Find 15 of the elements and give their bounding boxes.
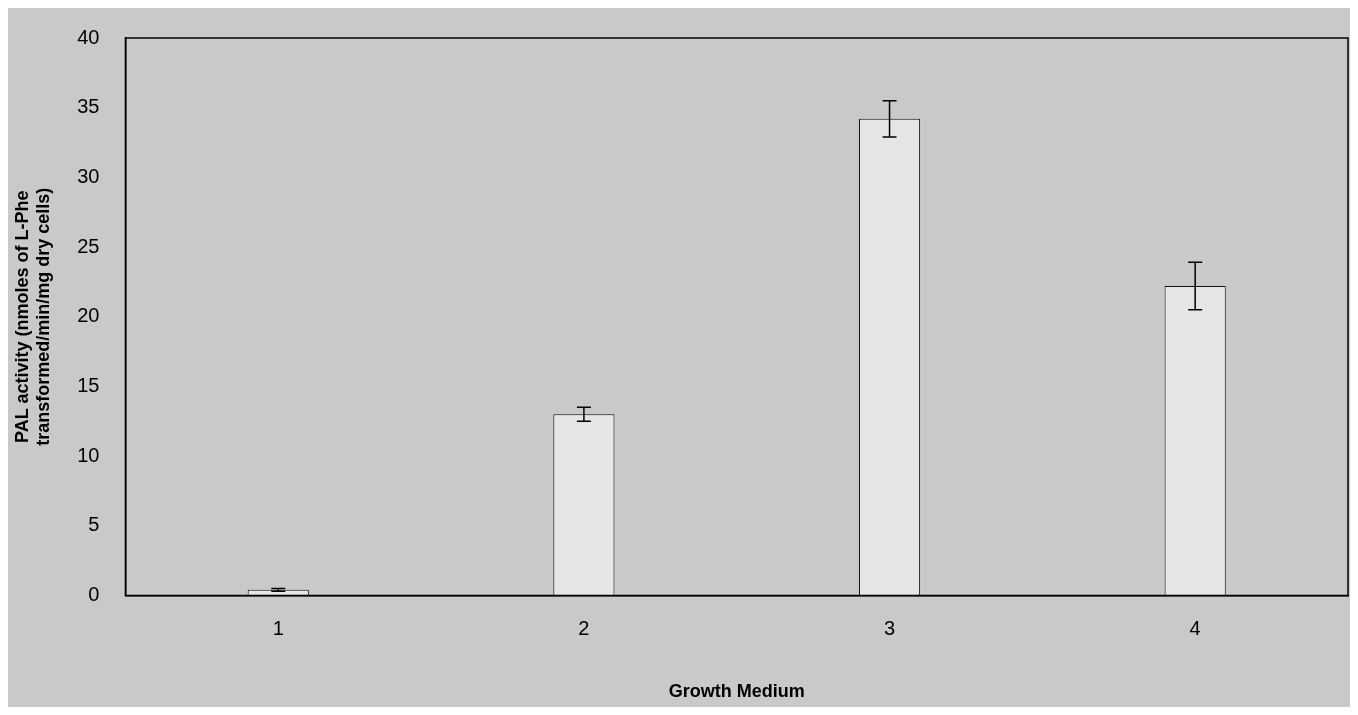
y-tick-label: 30 [77, 164, 100, 187]
y-tick-label: 20 [77, 304, 100, 327]
y-axis-title: PAL activity (nmoles of L-Phe transformed/min/mg dry cells) [11, 187, 54, 446]
x-tick-label: 3 [883, 616, 896, 639]
y-tick-label: 25 [77, 234, 100, 257]
y-tick-label: 0 [88, 582, 100, 605]
x-tick-label: 2 [578, 616, 590, 639]
y-tick-label: 35 [77, 95, 100, 118]
y-tick-label: 40 [77, 25, 100, 48]
x-tick-label: 4 [1189, 616, 1201, 639]
y-tick-label: 10 [77, 443, 100, 466]
x-tick-label: 1 [272, 616, 284, 639]
x-axis-title: Growth Medium [668, 681, 805, 702]
y-tick-label: 15 [77, 373, 100, 396]
y-tick-label: 5 [88, 513, 100, 536]
